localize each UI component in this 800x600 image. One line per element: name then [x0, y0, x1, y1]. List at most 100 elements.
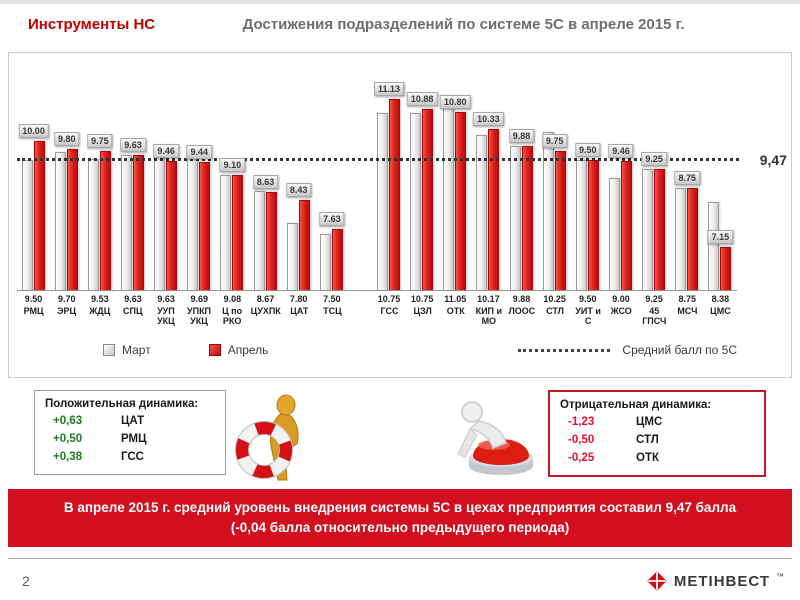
footer: 2 МЕТІНВЕСТ ™ — [0, 564, 800, 598]
legend-average: Средний балл по 5С — [518, 343, 737, 357]
bar-group: 9.50 — [571, 79, 604, 290]
bar-group: 8.43 — [282, 79, 315, 290]
metinvest-logo-icon — [647, 571, 667, 591]
positive-unit: ЦАТ — [121, 415, 145, 427]
bar-group: 7.63 — [315, 79, 348, 290]
negative-row: -1,23 ЦМС — [560, 414, 754, 432]
march-value-label: 9.63 — [124, 294, 142, 304]
april-value-label: 8.43 — [285, 182, 312, 197]
april-bar — [298, 199, 310, 290]
negative-dynamics-box: Отрицательная динамика: -1,23 ЦМС -0,50 … — [548, 390, 766, 478]
bar-group: 9.75 — [83, 79, 116, 290]
april-bar — [132, 155, 144, 290]
april-bar — [455, 111, 467, 290]
category-label: ЦМС — [710, 306, 731, 316]
chart-category-row: РМЦ ЭРЦ ЖДЦ СПЦ УУП УКЦ УПКП УКЦ Ц по РКО ЦУХПК… — [17, 306, 737, 326]
march-bar — [120, 155, 132, 290]
march-value-label: 9.63 — [157, 294, 175, 304]
april-value-label: 8.75 — [674, 170, 700, 185]
negative-value: -0,25 — [568, 451, 595, 464]
average-dotted-line — [17, 157, 739, 161]
category-label: ЖДЦ — [89, 306, 111, 316]
lifebuoy-figure-image — [235, 394, 299, 481]
bar-group: 8.63 — [249, 79, 282, 290]
april-bar — [422, 108, 434, 290]
bar-group: 10.80 — [439, 79, 472, 290]
march-bar — [542, 131, 554, 290]
april-bar — [199, 162, 211, 290]
april-value-label: 9.25 — [641, 152, 667, 167]
bar-group: 10.33 — [472, 79, 505, 290]
bar-group: 9.63 — [116, 79, 149, 290]
negative-value: -1,23 — [568, 416, 595, 428]
group-gap — [348, 294, 372, 304]
april-value-label: 9.44 — [186, 145, 213, 160]
bar-group: 10.88 — [406, 79, 439, 290]
april-bar — [521, 145, 533, 290]
bar-group: 9.46 — [604, 79, 637, 290]
bar-group: 9.88 — [505, 79, 538, 290]
march-value-label: 9.69 — [190, 294, 209, 304]
april-bar — [265, 192, 277, 290]
april-value-label: 7.15 — [707, 230, 734, 245]
march-value-label: 8.75 — [678, 294, 696, 304]
march-bar — [376, 113, 388, 290]
header: Инструменты НС Достижения подразделений … — [0, 4, 800, 33]
april-value-label: 9.46 — [608, 144, 634, 159]
bar-group: 9.46 — [150, 79, 183, 290]
april-value-label: 8.63 — [252, 175, 279, 190]
march-bar — [410, 113, 422, 290]
category-label: МСЧ — [677, 306, 698, 316]
red-button-figure-image — [457, 401, 533, 475]
march-value-label: 10.75 — [410, 294, 434, 304]
negative-row: -0,50 СТЛ — [560, 432, 754, 450]
negative-row: -0,25 ОТК — [560, 450, 754, 468]
march-bar — [220, 175, 232, 290]
april-bar — [554, 150, 566, 290]
april-bar — [720, 247, 732, 290]
march-value-label: 9.88 — [512, 294, 531, 304]
march-bar — [21, 159, 33, 290]
april-bar — [388, 99, 400, 290]
april-bar — [33, 141, 45, 290]
april-bar — [620, 161, 632, 290]
march-bar — [253, 190, 265, 290]
top-strip — [0, 0, 800, 4]
category-label: КИП и МО — [475, 306, 503, 327]
march-value-label: 8.38 — [711, 294, 730, 304]
logo-text: МЕТІНВЕСТ — [673, 572, 770, 590]
bar-group: 9.25 — [638, 79, 671, 290]
march-bar — [286, 223, 298, 290]
positive-value: +0,63 — [53, 415, 83, 427]
legend-average-label: Средний балл по 5С — [622, 343, 737, 357]
april-value-label: 9.10 — [219, 157, 246, 172]
april-value-label: 10.80 — [439, 94, 471, 109]
april-bar — [587, 159, 599, 290]
april-bar — [99, 150, 111, 290]
april-bar — [232, 174, 244, 290]
category-label: СТЛ — [546, 306, 564, 316]
negative-unit: СТЛ — [636, 433, 659, 446]
category-label: ОТК — [446, 306, 465, 316]
negative-dynamics-title: Отрицательная динамика: — [560, 399, 712, 411]
category-label: ЦЗЛ — [413, 306, 432, 316]
march-swatch-icon — [103, 344, 115, 356]
march-value-label: 10.75 — [377, 294, 401, 304]
march-bar — [675, 187, 687, 290]
chart-legend: Март Апрель Средний балл по 5С — [17, 343, 783, 357]
april-value-label: 9.63 — [120, 138, 146, 152]
section-title: Инструменты НС — [28, 16, 156, 33]
april-value-label: 10.00 — [18, 124, 49, 139]
positive-row: +0,50 РМЦ — [45, 431, 215, 449]
category-label: Ц по РКО — [222, 306, 243, 327]
positive-dynamics-box: Положительная динамика: +0,63 ЦАТ +0,50 … — [34, 390, 226, 476]
bar-group: 11.13 — [372, 79, 405, 290]
category-label: УИТ и С — [575, 306, 601, 327]
april-bar — [166, 161, 178, 290]
category-label: РМЦ — [23, 306, 44, 316]
march-value-label: 9.50 — [24, 294, 43, 304]
april-value-label: 9.50 — [575, 142, 601, 157]
march-value-label: 9.70 — [57, 294, 76, 304]
trademark: ™ — [776, 572, 784, 581]
april-bar — [654, 169, 666, 290]
